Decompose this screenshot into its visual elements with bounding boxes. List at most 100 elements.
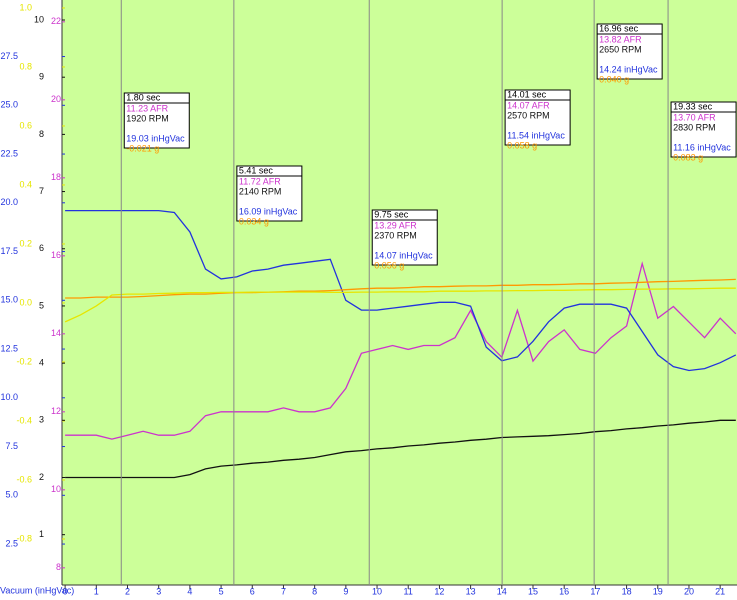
y-tick-label: 17.5 xyxy=(0,246,18,256)
readout-time: 14.01 sec xyxy=(507,89,547,99)
y-tick-label: 10.0 xyxy=(0,392,18,402)
y-tick-label: 0.2 xyxy=(19,238,32,248)
readout-box xyxy=(670,101,737,158)
x-tick-label: 9 xyxy=(343,586,348,596)
y-tick-label: 15.0 xyxy=(0,295,18,305)
readout-time: 9.75 sec xyxy=(374,209,409,219)
y-tick-label: 5 xyxy=(39,300,44,310)
y-tick-label: 22.5 xyxy=(0,148,18,158)
y-tick-label: 4 xyxy=(39,357,44,367)
readout-g: 0.058 g xyxy=(507,140,537,150)
x-tick-label: 16 xyxy=(559,586,569,596)
readout-g: 0.056 g xyxy=(374,260,404,270)
x-tick-label: 1 xyxy=(94,586,99,596)
x-tick-label: 4 xyxy=(187,586,192,596)
series-line xyxy=(64,287,736,323)
x-tick-label: 6 xyxy=(250,586,255,596)
y-tick-label: 10 xyxy=(51,484,61,494)
readout-afr: 14.07 AFR xyxy=(507,100,550,110)
readout-box xyxy=(504,89,571,146)
y-tick-label: 0.4 xyxy=(19,179,32,189)
readout-box xyxy=(236,165,303,222)
x-tick-label: 5 xyxy=(219,586,224,596)
readout-box xyxy=(371,209,438,266)
x-tick-label: 19 xyxy=(653,586,663,596)
y-tick-label: 20 xyxy=(51,94,61,104)
series-line xyxy=(65,209,737,372)
y-tick-label: 7 xyxy=(39,186,44,196)
y-tick-label: 8 xyxy=(39,129,44,139)
y-tick-label: 0.8 xyxy=(19,61,32,71)
plot-area xyxy=(62,0,737,585)
readout-afr: 11.23 AFR xyxy=(126,103,168,113)
x-tick-label: 8 xyxy=(312,586,317,596)
readout-afr: 13.70 AFR xyxy=(673,112,716,122)
y-tick-label: 1.0 xyxy=(19,2,32,12)
y-tick-label: 12.5 xyxy=(0,343,18,353)
y-tick-label: 25.0 xyxy=(0,100,18,110)
x-tick-label: 3 xyxy=(156,586,161,596)
readout-time: 16.96 sec xyxy=(599,23,639,33)
x-tick-label: 7 xyxy=(281,586,286,596)
y-tick-label: 5.0 xyxy=(5,490,18,500)
readout-vac: 16.09 inHgVac xyxy=(239,206,298,216)
y-tick-label: 3 xyxy=(39,415,44,425)
readout-rpm: 2570 RPM xyxy=(507,110,550,120)
x-tick-label: 21 xyxy=(715,586,725,596)
x-tick-label: 10 xyxy=(372,586,382,596)
y-tick-label: 20.0 xyxy=(0,197,18,207)
x-tick-label: 11 xyxy=(404,586,413,596)
x-tick-label: 18 xyxy=(622,586,632,596)
y-tick-label: 8 xyxy=(56,562,61,572)
readout-afr: 13.29 AFR xyxy=(374,220,417,230)
x-tick-label: 17 xyxy=(590,586,600,596)
x-tick-label: 14 xyxy=(497,586,507,596)
readout-time: 19.33 sec xyxy=(673,101,713,111)
readout-vac: 14.24 inHgVac xyxy=(599,64,658,74)
y-tick-label: -0.2 xyxy=(16,356,32,366)
y-tick-label: -0.8 xyxy=(16,533,32,543)
readout-vac: 19.03 inHgVac xyxy=(126,133,185,143)
readout-time: 1.80 sec xyxy=(126,92,161,102)
y-tick-label: 0.6 xyxy=(19,120,32,130)
readout-rpm: 2370 RPM xyxy=(374,230,417,240)
readout-g: -0.021 g xyxy=(126,143,159,153)
y-tick-label: 6 xyxy=(39,243,44,253)
x-tick-label: 12 xyxy=(434,586,444,596)
readout-g: 0.083 g xyxy=(673,152,703,162)
y-tick-label: 16 xyxy=(51,250,61,260)
y-tick-label: 0.0 xyxy=(19,297,32,307)
readout-box xyxy=(123,92,190,149)
series-line xyxy=(65,278,736,299)
readout-vac: 14.07 inHgVac xyxy=(374,250,433,260)
y-axis-label: Vacuum (inHgVac) xyxy=(0,585,74,595)
readout-rpm: 2650 RPM xyxy=(599,44,642,54)
y-tick-label: 27.5 xyxy=(0,51,18,61)
y-tick-label: 22 xyxy=(51,16,61,26)
y-tick-label: 2 xyxy=(39,472,44,482)
readout-afr: 11.72 AFR xyxy=(239,176,281,186)
readout-box xyxy=(596,23,663,80)
series-line xyxy=(65,419,736,479)
series-line xyxy=(65,261,737,440)
readout-g: 0.034 g xyxy=(239,216,269,226)
y-tick-label: 9 xyxy=(39,72,44,82)
y-tick-label: 2.5 xyxy=(5,538,18,548)
y-tick-label: 1 xyxy=(39,529,44,539)
x-tick-label: 15 xyxy=(528,586,538,596)
y-tick-label: 18 xyxy=(51,172,61,182)
readout-rpm: 2140 RPM xyxy=(239,186,282,196)
x-tick-label: 13 xyxy=(466,586,476,596)
readout-vac: 11.54 inHgVac xyxy=(507,130,565,140)
x-tick-label: 20 xyxy=(684,586,694,596)
y-tick-label: 14 xyxy=(51,328,61,338)
readout-time: 5.41 sec xyxy=(239,165,274,175)
y-tick-label: -0.4 xyxy=(16,415,32,425)
